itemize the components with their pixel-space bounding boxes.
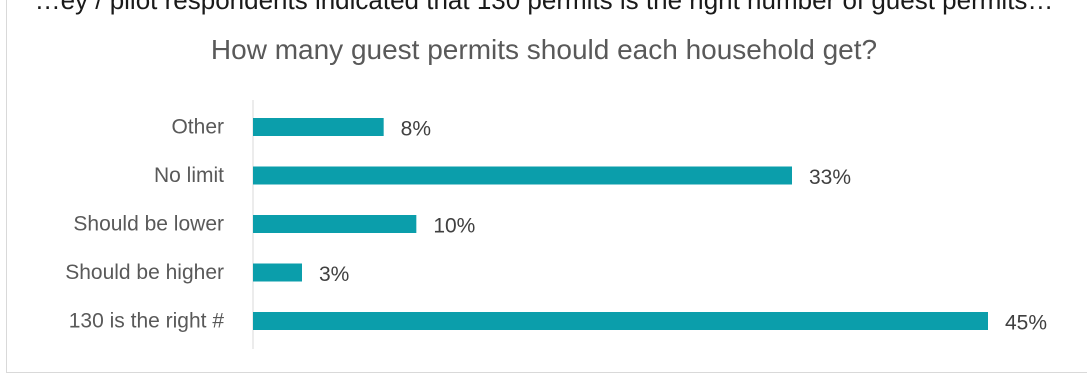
top-caption: …ey / pilot respondents indicated that 1… [34, 0, 1054, 15]
chart-title: How many guest permits should each house… [210, 34, 878, 65]
category-label: No limit [154, 164, 224, 187]
category-label: Should be lower [73, 213, 224, 236]
bar-0 [253, 118, 384, 136]
bars-group [253, 118, 988, 330]
labels-group: Other 8% No limit 33% Should be lower 10% Shou… [65, 116, 1047, 335]
bar-1 [253, 166, 792, 185]
bar-4 [253, 312, 988, 330]
data-label: 10% [433, 215, 475, 238]
bar-2 [253, 215, 417, 233]
data-label: 33% [809, 166, 851, 189]
category-label: 130 is the right # [69, 310, 225, 333]
category-label: Should be higher [65, 261, 224, 284]
data-label: 45% [1005, 312, 1047, 335]
bar-3 [253, 263, 302, 282]
chart-frame [6, 0, 1087, 373]
category-label: Other [171, 116, 224, 139]
data-label: 8% [401, 118, 431, 141]
data-label: 3% [319, 263, 349, 286]
